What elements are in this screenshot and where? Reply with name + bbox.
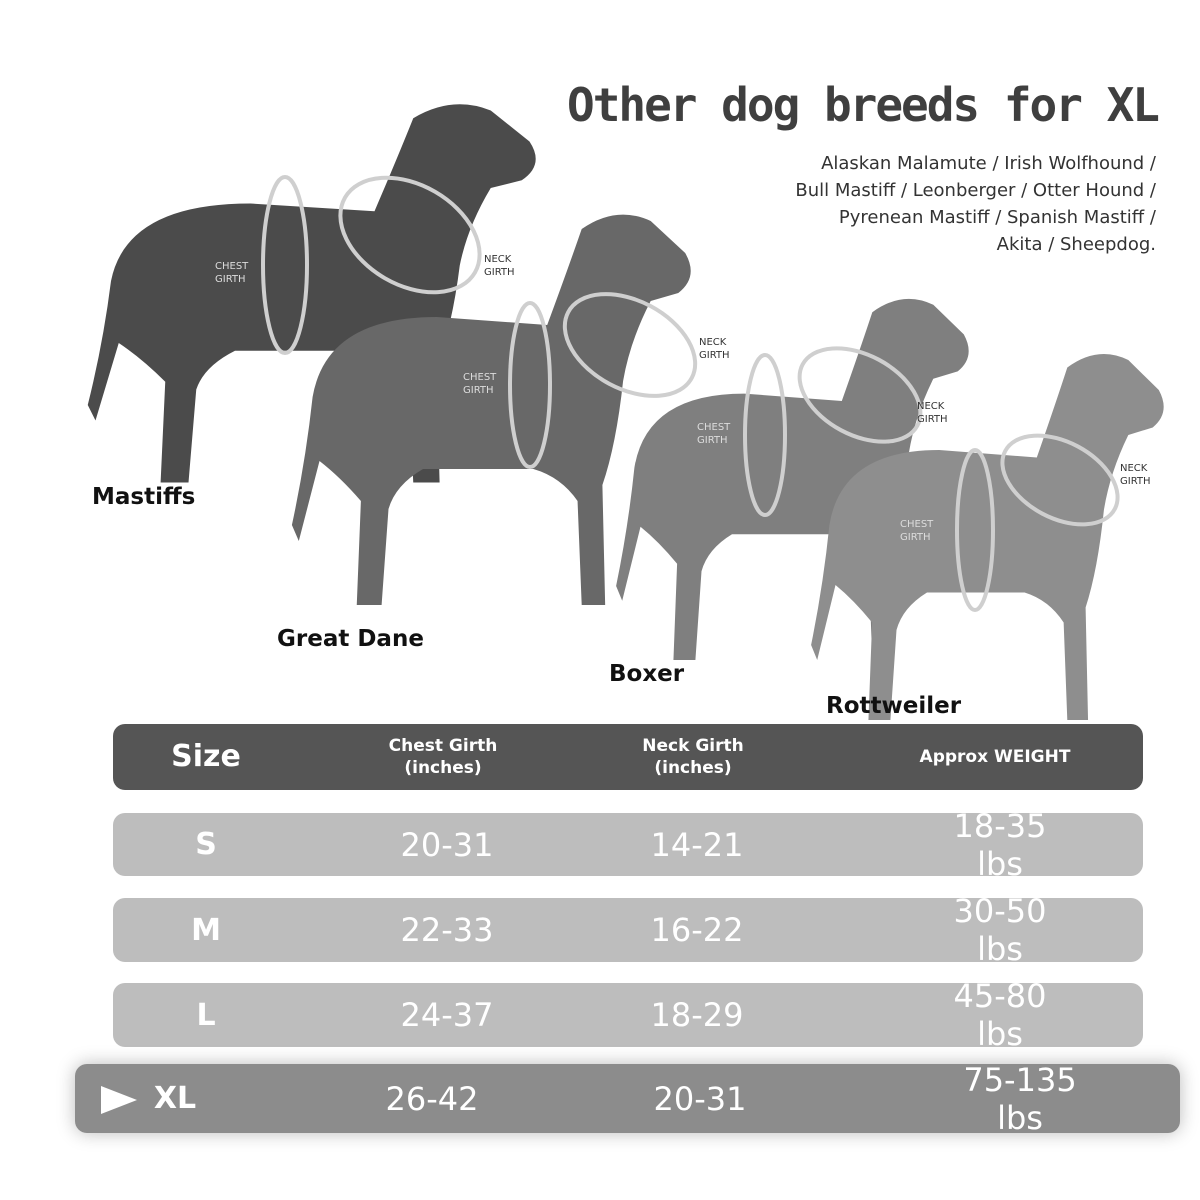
dog-name: Mastiffs (92, 484, 196, 510)
girth-label: NECK GIRTH (699, 337, 730, 361)
breed-list: Alaskan Malamute / Irish Wolfhound / Bul… (795, 150, 1156, 258)
cell: 22-33 (400, 911, 494, 949)
cell: 20-31 (653, 1079, 747, 1118)
girth-label: CHEST GIRTH (697, 422, 731, 446)
cell: 16-22 (650, 911, 744, 949)
cell: 26-42 (385, 1079, 479, 1118)
breed-line: Akita / Sheepdog. (996, 234, 1156, 255)
girth-label: NECK GIRTH (484, 254, 515, 278)
cell: 45-80 lbs (953, 977, 1047, 1053)
size-cell: M (191, 912, 221, 948)
size-cell: XL (153, 1081, 197, 1116)
girth-label: NECK GIRTH (917, 401, 948, 425)
cell: 20-31 (400, 825, 494, 864)
column-header: Chest Girth (inches) (388, 736, 498, 778)
cell: 75-135 lbs (963, 1060, 1077, 1137)
pointer-arrow (101, 1086, 137, 1114)
cell: 24-37 (400, 996, 494, 1034)
dog-name: Rottweiler (826, 693, 962, 719)
girth-label: CHEST GIRTH (900, 519, 934, 543)
size-cell: L (196, 997, 216, 1033)
dog-name: Great Dane (277, 626, 424, 652)
dog-name: Boxer (609, 661, 685, 687)
harness-rings (261, 175, 1120, 612)
size-cell: S (195, 827, 217, 862)
cell: 30-50 lbs (953, 892, 1047, 968)
breed-line: Pyrenean Mastiff / Spanish Mastiff / (838, 207, 1156, 228)
column-header: Approx WEIGHT (919, 747, 1071, 767)
column-header: Neck Girth (inches) (642, 736, 744, 778)
girth-label: CHEST GIRTH (463, 372, 497, 396)
column-header: Size (171, 739, 241, 774)
table-row: M 22-33 16-22 30-50 lbs (113, 892, 1143, 968)
table-row: L 24-37 18-29 45-80 lbs (113, 977, 1143, 1053)
table-row-highlighted: XL 26-42 20-31 75-135 lbs (75, 1060, 1180, 1137)
table-row: S 20-31 14-21 18-35 lbs (113, 806, 1143, 883)
title: Other dog breeds for XL (567, 78, 1160, 132)
cell: 14-21 (650, 825, 744, 864)
table-header: Size Chest Girth (inches) Neck Girth (in… (113, 724, 1143, 790)
breed-line: Alaskan Malamute / Irish Wolfhound / (821, 153, 1156, 174)
cell: 18-29 (650, 996, 744, 1034)
girth-label: NECK GIRTH (1120, 463, 1151, 487)
cell: 18-35 lbs (953, 806, 1047, 883)
breed-line: Bull Mastiff / Leonberger / Otter Hound … (795, 180, 1156, 201)
girth-label: CHEST GIRTH (215, 261, 249, 285)
